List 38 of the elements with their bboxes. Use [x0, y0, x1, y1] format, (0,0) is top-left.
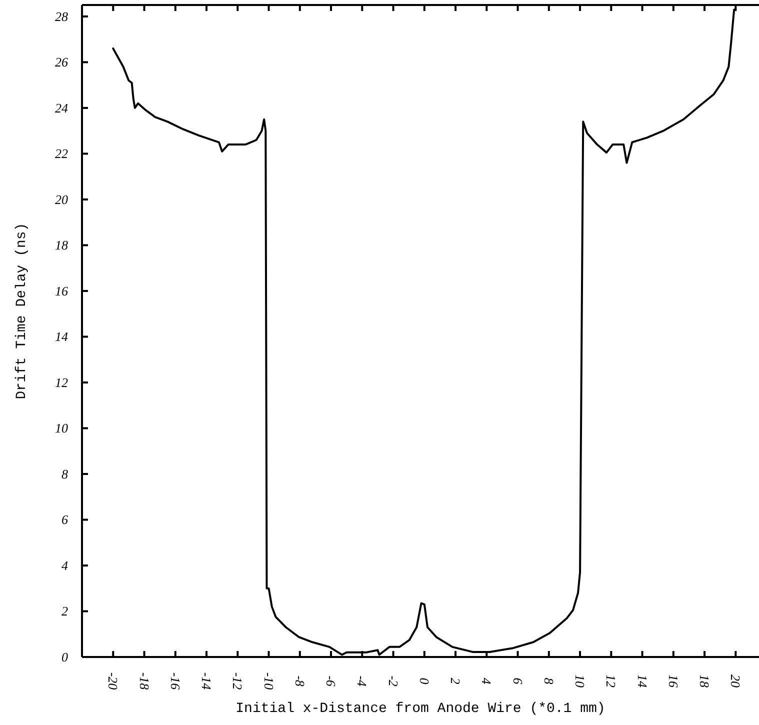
x-tick-label: 8	[541, 678, 556, 685]
y-tick-label: 12	[55, 374, 68, 390]
y-tick-label: 16	[55, 283, 68, 298]
y-tick-label: 26	[55, 54, 68, 70]
x-tick-label: 18	[697, 674, 712, 688]
x-tick-label: 2	[448, 678, 464, 685]
x-tick-label: 12	[604, 674, 619, 688]
y-tick-label: 10	[55, 420, 68, 436]
y-tick-label: 4	[62, 558, 68, 573]
x-tick-label: -20	[106, 672, 121, 690]
x-tick-label: 0	[416, 678, 432, 685]
x-tick-label: 20	[728, 674, 744, 688]
y-tick-label: 0	[62, 650, 68, 664]
x-tick-label: -12	[230, 672, 246, 690]
x-tick-label: -4	[354, 676, 370, 687]
y-tick-label: 18	[55, 238, 68, 253]
x-axis-title: Initial x-Distance from Anode Wire (*0.1 mm)	[236, 701, 606, 717]
y-axis-title: Drift Time Delay (ns)	[14, 222, 30, 400]
x-tick-label: -2	[386, 676, 401, 687]
x-tick-label: -8	[292, 676, 308, 687]
x-tick-label: 10	[572, 674, 588, 688]
y-tick-label: 8	[62, 466, 68, 482]
x-tick-label: 4	[479, 678, 494, 685]
x-tick-label: -18	[136, 672, 152, 690]
y-tick-label: 22	[55, 146, 68, 162]
x-tick-label: -6	[324, 676, 339, 687]
y-tick-label: 14	[55, 329, 68, 344]
y-tick-label: 2	[62, 604, 68, 619]
y-tick-label: 20	[55, 192, 68, 207]
x-tick-label: 14	[634, 674, 650, 688]
x-tick-label: 6	[510, 678, 526, 685]
y-tick-label: 6	[62, 512, 68, 528]
x-tick-label: -14	[199, 672, 214, 690]
y-tick-label: 24	[55, 100, 68, 116]
x-tick-label: -16	[168, 672, 183, 690]
x-tick-label: -10	[261, 672, 276, 690]
y-tick-label: 28	[55, 8, 68, 24]
x-tick-label: 16	[666, 674, 681, 688]
